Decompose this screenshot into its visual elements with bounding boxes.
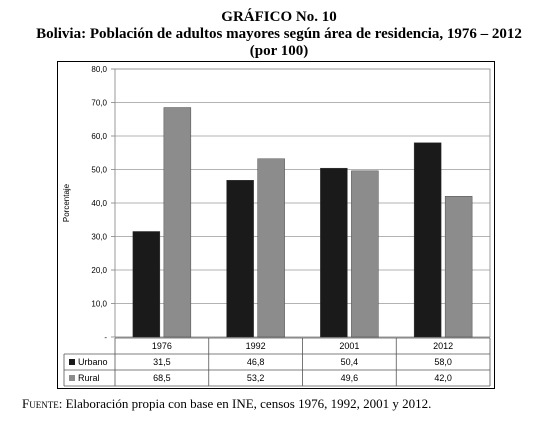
y-tick-label: 10,0 xyxy=(91,300,107,309)
x-tick-label: 2012 xyxy=(433,341,453,351)
x-tick-label: 1992 xyxy=(246,341,266,351)
source-note: Fuente: Elaboración propia con base en I… xyxy=(22,396,431,412)
bar-urbano-2012 xyxy=(413,142,442,338)
chart-title: GRÁFICO No. 10 xyxy=(221,9,337,25)
bar-rural-1992 xyxy=(257,158,285,338)
bar-urbano-2001 xyxy=(320,167,348,338)
y-tick-label: 80,0 xyxy=(91,65,107,74)
y-axis-label: Porcentaje xyxy=(62,183,71,222)
table-cell-value: 53,2 xyxy=(247,373,265,383)
x-tick-label: 1976 xyxy=(152,341,172,351)
table-cell-value: 31,5 xyxy=(153,357,171,367)
y-tick-label: 50,0 xyxy=(91,166,107,175)
legend-label-urbano: Urbano xyxy=(78,357,108,367)
bar-rural-2012 xyxy=(444,196,473,338)
legend-swatch-rural xyxy=(69,375,75,381)
bar-rural-2001 xyxy=(351,170,379,338)
bar-urbano-1976 xyxy=(132,231,161,338)
chart-subtitle: Bolivia: Población de adultos mayores se… xyxy=(36,26,522,42)
bar-urbano-1992 xyxy=(226,180,254,338)
y-tick-label: 40,0 xyxy=(91,199,107,208)
source-text: : Elaboración propia con base en INE, ce… xyxy=(58,396,432,411)
table-cell-value: 68,5 xyxy=(153,373,171,383)
x-tick-label: 2001 xyxy=(339,341,359,351)
table-cell-value: 50,4 xyxy=(341,357,359,367)
chart-frame xyxy=(57,61,495,389)
legend-label-rural: Rural xyxy=(78,373,100,383)
y-tick-label: - xyxy=(104,333,107,342)
table-cell-value: 42,0 xyxy=(434,373,452,383)
chart-unit-note: (por 100) xyxy=(249,43,309,59)
y-tick-label: 60,0 xyxy=(91,132,107,141)
y-tick-label: 20,0 xyxy=(91,266,107,275)
legend-swatch-urbano xyxy=(69,359,75,365)
bar-rural-1976 xyxy=(163,107,192,338)
y-tick-label: 70,0 xyxy=(91,99,107,108)
source-label: Fuente xyxy=(22,396,59,411)
table-cell-value: 58,0 xyxy=(434,357,452,367)
table-cell-value: 46,8 xyxy=(247,357,265,367)
table-cell-value: 49,6 xyxy=(341,373,359,383)
y-tick-label: 30,0 xyxy=(91,233,107,242)
